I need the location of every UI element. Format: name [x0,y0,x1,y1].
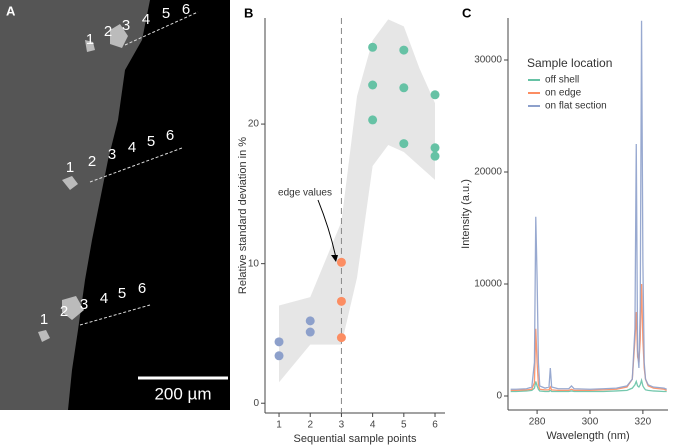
point-number: 6 [138,280,146,297]
point-number: 2 [60,303,68,320]
point [368,115,378,125]
point [336,257,346,267]
y-tick-label: 10 [248,258,260,269]
point-number: 1 [86,31,94,48]
point [368,42,378,52]
spectrum-line [510,377,667,393]
x-tick-label: 2 [307,420,313,431]
x-tick-label: 3 [339,420,345,431]
annotation-arrow [317,199,337,259]
y-tick-label: 0 [253,398,259,409]
point-number: 4 [100,290,108,307]
shell-section [0,0,150,410]
micrograph: A 200 µm [0,0,230,410]
point-number: 5 [162,5,170,22]
x-axis-label: Wavelength (nm) [546,430,629,442]
scale-bar-label: 200 µm [154,384,211,403]
point-number: 5 [118,285,126,302]
x-tick-label: 5 [401,420,407,431]
y-tick-label: 30000 [474,55,502,66]
panel-label: A [6,3,16,18]
point [430,90,440,100]
y-tick-label: 20 [248,119,260,130]
point [305,316,315,326]
point [399,139,409,149]
spectrum-line [510,283,667,392]
point [336,333,346,343]
point-number: 3 [108,146,116,163]
x-tick-label: 300 [582,417,599,428]
point [399,83,409,93]
legend-label: on flat section [545,101,607,112]
transect [89,147,183,183]
y-tick-label: 0 [496,391,502,402]
point [274,351,284,361]
point-number: 5 [147,133,155,150]
x-tick-label: 4 [370,420,376,431]
point [274,337,284,347]
legend-title: Sample location [527,56,612,70]
point-number: 4 [142,11,150,28]
x-tick-label: 320 [635,417,652,428]
legend-label: on edge [545,88,582,99]
point-number: 3 [80,296,88,313]
transect [124,11,199,46]
legend-label: off shell [545,75,579,86]
point-number: 3 [122,17,130,34]
point-number: 2 [104,23,112,40]
arrow-head [331,255,338,262]
spectrum-line [510,20,667,390]
y-axis-label: Relative standard deviation in % [237,137,249,294]
point [336,296,346,306]
point-number: 4 [128,139,136,156]
x-axis-label: Sequential sample points [294,433,417,445]
point [368,80,378,90]
x-tick-label: 1 [276,420,282,431]
point-number: 2 [88,153,96,170]
x-tick-label: 280 [529,417,546,428]
point [430,151,440,161]
point-number: 6 [182,1,190,18]
point [430,143,440,153]
x-tick-label: 6 [432,420,438,431]
point-number: 6 [166,127,174,144]
panel-label: B [244,5,253,20]
annotation: edge values [278,188,332,199]
y-tick-label: 20000 [474,167,502,178]
y-axis-label: Intensity (a.u.) [460,179,472,249]
confidence-band [279,19,436,383]
transect [79,304,151,326]
y-tick-label: 10000 [474,279,502,290]
panel-label: C [462,5,472,20]
point-number: 1 [40,311,48,328]
point [399,45,409,55]
point [305,327,315,337]
point-number: 1 [66,159,74,176]
